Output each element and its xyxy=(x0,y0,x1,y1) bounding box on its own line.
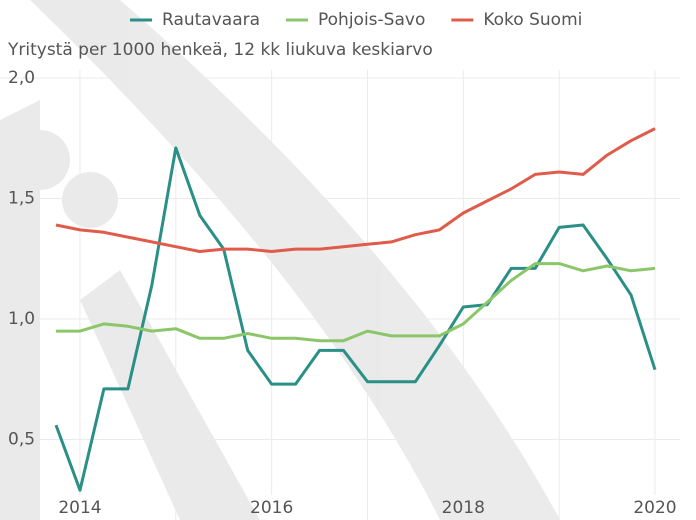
y-tick-label: 0,5 xyxy=(8,430,35,450)
legend-label: Rautavaara xyxy=(162,10,260,30)
watermark-stroke xyxy=(80,270,260,520)
y-tick-label: 2,0 xyxy=(8,68,35,88)
x-tick-label: 2020 xyxy=(633,498,676,518)
x-tick-label: 2014 xyxy=(58,498,101,518)
x-tick-label: 2018 xyxy=(442,498,485,518)
y-tick-label: 1,0 xyxy=(8,309,35,329)
watermark-dot xyxy=(62,172,118,228)
subtitle: Yritystä per 1000 henkeä, 12 kk liukuva … xyxy=(7,40,433,60)
y-tick-label: 1,5 xyxy=(8,189,35,209)
x-tick-label: 2016 xyxy=(250,498,293,518)
chart: Yritystä per 1000 henkeä, 12 kk liukuva … xyxy=(0,0,696,520)
watermark-dot xyxy=(10,130,70,190)
legend-label: Koko Suomi xyxy=(483,10,582,30)
legend: Rautavaara Pohjois-Savo Koko Suomi xyxy=(130,10,582,30)
legend-label: Pohjois-Savo xyxy=(318,10,425,30)
